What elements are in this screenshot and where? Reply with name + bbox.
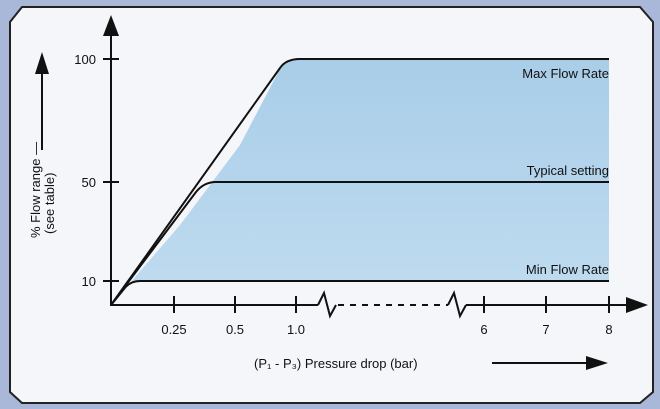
x-axis-label: (P₁ - P₃) Pressure drop (bar) xyxy=(254,356,418,371)
x-tick-label: 8 xyxy=(605,322,612,337)
y-tick-label: 100 xyxy=(74,52,96,67)
x-tick-label: 7 xyxy=(542,322,549,337)
y-tick-label: 10 xyxy=(82,274,96,289)
x-ticks xyxy=(173,296,610,313)
y-axis-sublabel: (see table) xyxy=(42,173,57,234)
x-axis-break-right xyxy=(447,290,467,319)
series-line-min-flow-rate xyxy=(110,280,609,306)
x-label-arrowhead xyxy=(586,356,608,370)
series-line-typical-setting xyxy=(110,181,609,306)
x-tick-label: 0.5 xyxy=(226,322,244,337)
y-axis-arrowhead xyxy=(103,15,119,36)
series-line-max-flow-rate xyxy=(110,58,609,306)
series-label-max-flow-rate: Max Flow Rate xyxy=(522,66,609,81)
x-tick-label: 1.0 xyxy=(287,322,305,337)
x-tick-label: 0.25 xyxy=(161,322,186,337)
series-label-typical-setting: Typical setting xyxy=(527,163,609,178)
x-axis-arrowhead xyxy=(626,297,648,313)
x-tick-label: 6 xyxy=(480,322,487,337)
y-ticks xyxy=(103,58,119,282)
series-label-min-flow-rate: Min Flow Rate xyxy=(526,262,609,277)
y-axis-label: % Flow range — xyxy=(28,142,43,238)
y-tick-label: 50 xyxy=(82,175,96,190)
y-label-arrowhead xyxy=(35,52,49,74)
x-axis-break-left xyxy=(317,290,337,319)
